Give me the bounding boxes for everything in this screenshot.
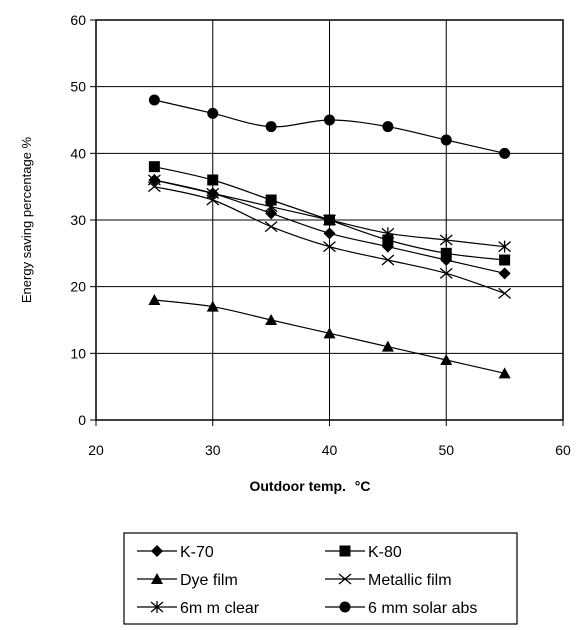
x-tick-label: 60 — [555, 442, 571, 458]
data-point — [440, 134, 452, 146]
data-point — [206, 187, 220, 200]
y-tick-label: 50 — [70, 79, 86, 95]
data-point — [440, 247, 452, 259]
tick-labels: 0 10 20 30 40 50 60 20 30 40 50 60 — [70, 12, 571, 458]
series-6m-m-clear — [147, 174, 512, 253]
data-point — [382, 121, 394, 133]
data-point — [440, 354, 453, 365]
data-point — [338, 573, 352, 585]
x-axis-unit: °C — [355, 478, 371, 494]
data-point — [339, 545, 351, 557]
data-point — [147, 174, 161, 186]
series-dye-film — [148, 294, 511, 379]
data-point — [498, 267, 511, 280]
data-point — [381, 340, 394, 352]
data-point — [148, 94, 160, 106]
x-axis-label-text: Outdoor temp. — [249, 478, 345, 494]
data-point — [151, 573, 163, 584]
data-point — [339, 601, 351, 613]
x-axis-label: Outdoor temp. °C — [249, 478, 370, 494]
y-tick-label: 60 — [70, 12, 86, 28]
data-point — [323, 214, 336, 226]
data-point — [150, 601, 164, 613]
data-point — [265, 121, 277, 133]
legend-label: Metallic film — [368, 572, 452, 589]
y-tick-label: 40 — [70, 145, 86, 161]
legend: K-70 K-80 Dye film Metallic film 6m m clear 6… — [123, 532, 518, 625]
plot-area — [95, 19, 564, 421]
y-tick-label: 20 — [70, 279, 86, 295]
data-point — [264, 200, 278, 213]
x-tick-label: 30 — [205, 442, 221, 458]
legend-label: 6 mm solar abs — [368, 600, 477, 617]
legend-label: K-80 — [368, 544, 402, 561]
legend-item: K-80 — [325, 544, 402, 561]
legend-label: K-70 — [180, 544, 214, 561]
data-point — [264, 221, 278, 233]
data-point — [498, 240, 512, 253]
data-point — [148, 294, 161, 305]
x-tick-label: 50 — [438, 442, 454, 458]
data-point — [148, 161, 160, 173]
data-point — [265, 207, 278, 220]
data-point — [151, 545, 163, 557]
legend-item: 6 mm solar abs — [325, 600, 477, 617]
legend-label: 6m m clear — [180, 600, 260, 617]
x-tick-label: 40 — [322, 442, 338, 458]
legend-box — [123, 532, 518, 625]
y-tick-label: 0 — [78, 412, 86, 428]
legend-label: Dye film — [180, 572, 238, 589]
data-point — [439, 234, 453, 246]
data-point — [499, 147, 511, 159]
data-point — [381, 227, 395, 240]
data-point — [207, 174, 219, 186]
x-tick-label: 20 — [88, 442, 104, 458]
data-point — [499, 254, 511, 266]
data-point — [265, 314, 278, 325]
data-series — [147, 94, 512, 379]
y-axis-label: Energy saving percentage % — [19, 136, 34, 303]
data-point — [324, 114, 335, 126]
data-point — [382, 234, 394, 246]
data-point — [439, 267, 453, 279]
data-point — [207, 107, 219, 119]
data-point — [381, 254, 395, 266]
data-point — [323, 227, 336, 240]
legend-item: 6m m clear — [137, 600, 260, 617]
data-point — [206, 300, 219, 312]
series-6-mm-solar-abs — [148, 94, 511, 159]
y-tick-label: 10 — [70, 345, 86, 361]
legend-item: Metallic film — [325, 572, 452, 589]
data-point — [498, 367, 511, 379]
data-point — [265, 194, 277, 206]
legend-item: K-70 — [137, 544, 214, 561]
data-point — [323, 241, 336, 253]
legend-item: Dye film — [137, 572, 238, 589]
data-point — [498, 287, 512, 299]
data-point — [323, 327, 336, 339]
series-metallic-film — [147, 181, 512, 299]
y-tick-label: 30 — [70, 212, 86, 228]
